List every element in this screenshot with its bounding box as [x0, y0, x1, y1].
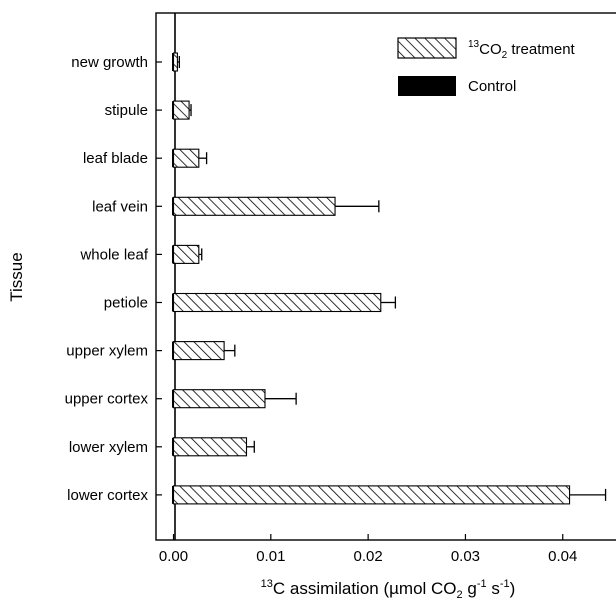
y-tick-label: lower cortex [67, 487, 148, 504]
legend: 13CO2 treatment Control [397, 37, 576, 96]
y-tick-label: upper xylem [66, 343, 148, 360]
y-tick-label: stipule [105, 102, 148, 119]
x-tick-label: 0.04 [548, 548, 577, 565]
y-tick-label: new growth [71, 54, 148, 71]
y-tick-label: lower xylem [69, 439, 148, 456]
y-tick-label: whole leaf [79, 246, 148, 263]
bar-treatment [172, 341, 225, 361]
bar-treatment [172, 389, 266, 409]
legend-swatch-control [398, 76, 456, 96]
bar-treatment [172, 485, 571, 505]
plot-frame [155, 12, 616, 541]
bar-treatment [172, 52, 178, 72]
y-axis-title: Tissue [7, 252, 26, 301]
y-tick-label: petiole [104, 295, 148, 312]
bar-treatment [172, 148, 200, 168]
legend-label-treatment: 13CO2 treatment [468, 39, 576, 61]
bar-treatment [172, 100, 190, 120]
x-axis-title: 13C assimilation (µmol CO2 g-1 s-1) [261, 578, 516, 601]
x-tick-label: 0.00 [159, 548, 188, 565]
x-tick-labels: 0.00 0.01 0.02 0.03 0.04 [159, 534, 577, 565]
x-tick-label: 0.03 [451, 548, 480, 565]
x-tick-label: 0.02 [354, 548, 383, 565]
bar-treatment [172, 437, 248, 457]
legend-label-control: Control [468, 78, 516, 95]
y-tick-label: leaf blade [83, 150, 148, 167]
y-tick-labels: new growth stipule leaf blade leaf vein whol… [65, 54, 162, 504]
y-tick-label: leaf vein [92, 198, 148, 215]
legend-swatch-treatment [397, 37, 457, 59]
x-tick-label: 0.01 [256, 548, 285, 565]
bar-treatment [172, 244, 200, 264]
bar-treatment [172, 292, 382, 313]
bars-layer [172, 52, 607, 505]
y-tick-label: upper cortex [65, 391, 149, 408]
bar-treatment [172, 196, 336, 216]
